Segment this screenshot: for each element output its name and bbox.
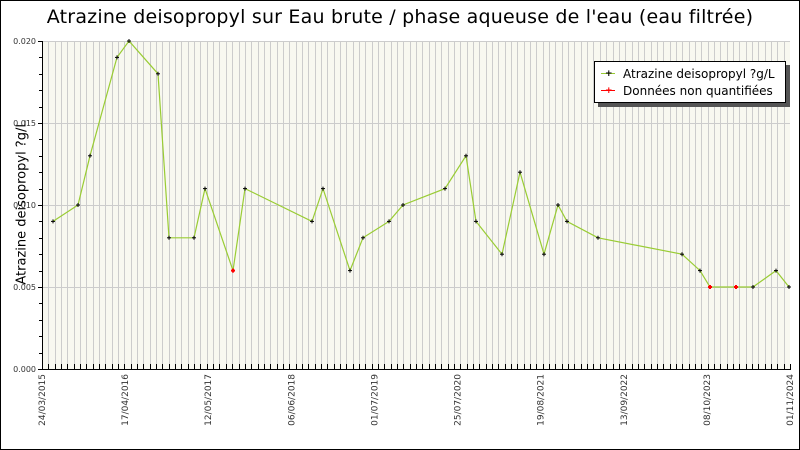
x-tick-label: 01/07/2019 (370, 374, 380, 426)
data-point (774, 268, 778, 273)
data-point (387, 219, 391, 224)
data-point (310, 219, 314, 224)
data-point (542, 252, 546, 257)
data-point (464, 153, 468, 158)
data-point (698, 268, 702, 273)
data-point (51, 219, 55, 224)
legend-non-quantified-marker-icon: + (601, 83, 617, 99)
data-point (443, 186, 447, 191)
data-point (556, 203, 560, 207)
non-quantified-point (708, 285, 712, 289)
x-tick-label: 25/07/2020 (454, 374, 464, 426)
data-point (751, 285, 755, 289)
x-tick-label: 13/09/2022 (620, 374, 630, 426)
data-point (518, 170, 522, 175)
data-point (127, 39, 131, 43)
legend-label: Données non quantifiées (623, 84, 773, 98)
data-point (203, 186, 207, 191)
data-point (787, 285, 791, 289)
data-point (348, 268, 352, 273)
legend-item-series: + Atrazine deisopropyl ?g/L (601, 66, 775, 82)
data-point (474, 219, 478, 224)
legend-label: Atrazine deisopropyl ?g/L (623, 67, 775, 81)
data-point (565, 219, 569, 224)
data-point (361, 235, 365, 240)
y-tick-label: 0.015 (13, 119, 36, 128)
data-point (167, 235, 171, 240)
data-point (76, 203, 80, 207)
legend-item-non-quantified: + Données non quantifiées (601, 83, 773, 99)
data-point (500, 252, 504, 257)
data-point (680, 252, 684, 257)
data-point (156, 71, 160, 76)
x-tick-label: 19/08/2021 (537, 374, 547, 426)
x-tick-label: 24/03/2015 (38, 374, 48, 426)
x-tick-label: 08/10/2023 (703, 374, 713, 426)
legend: + Atrazine deisopropyl ?g/L + Données no… (594, 61, 786, 103)
x-tick-label: 01/11/2024 (786, 374, 796, 426)
x-tick-label: 17/04/2016 (121, 374, 131, 426)
data-point (243, 186, 247, 191)
chart-title: Atrazine deisopropyl sur Eau brute / pha… (46, 6, 754, 28)
y-tick-label: 0.010 (13, 201, 36, 210)
x-tick-label: 12/05/2017 (204, 374, 214, 426)
y-tick-label: 0.020 (13, 37, 36, 46)
y-tick-label: 0.005 (13, 283, 36, 292)
y-tick-label: 0.000 (13, 365, 36, 374)
data-point (321, 186, 325, 191)
non-quantified-point (734, 285, 738, 289)
data-point (192, 235, 196, 240)
data-point (401, 203, 405, 207)
x-tick-label: 06/06/2018 (287, 374, 297, 426)
legend-series-marker-icon: + (601, 66, 617, 82)
data-point (88, 153, 92, 158)
non-quantified-point (231, 268, 235, 273)
data-point (115, 55, 119, 60)
data-point (596, 235, 600, 240)
